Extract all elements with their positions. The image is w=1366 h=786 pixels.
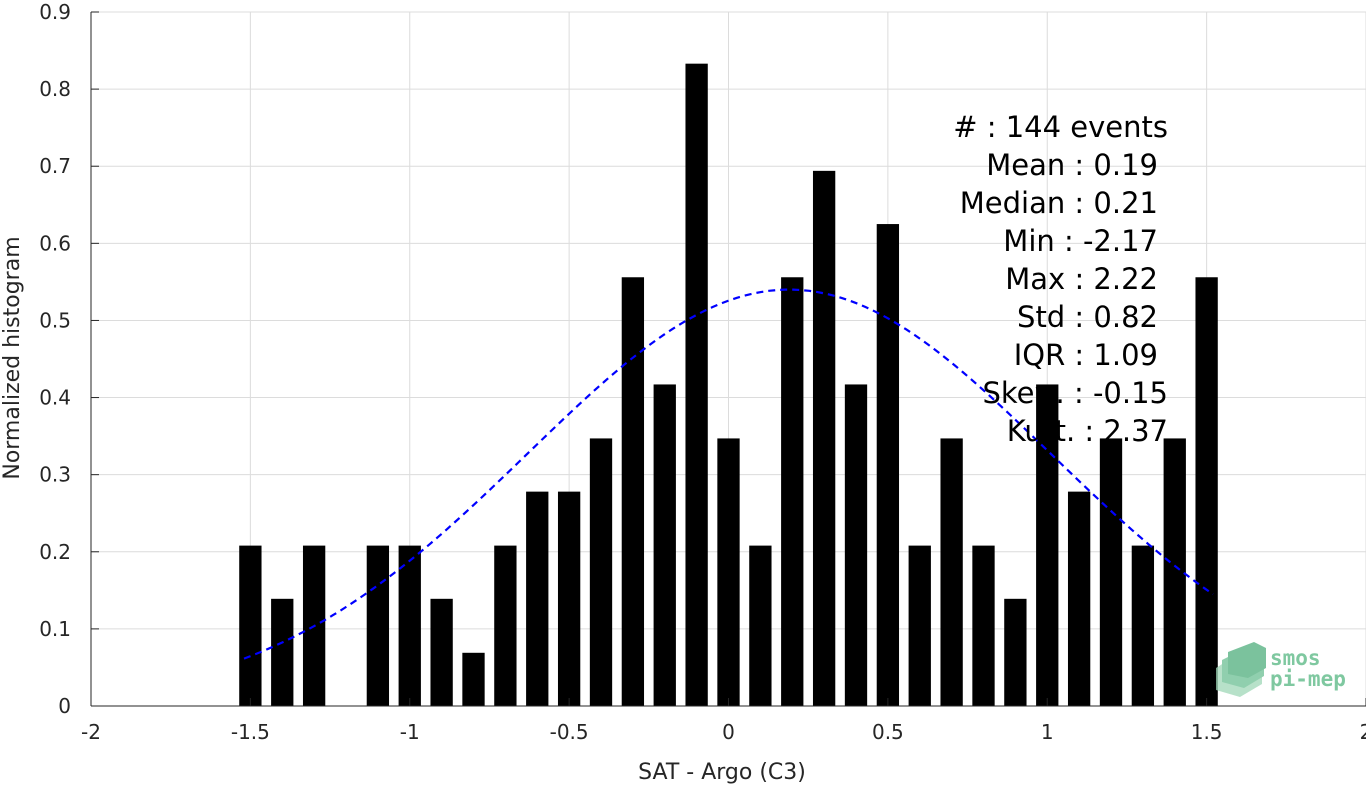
x-tick-label: -0.5 xyxy=(550,720,589,744)
histogram-bar xyxy=(430,598,453,706)
histogram-bar xyxy=(940,438,963,706)
y-tick-label: 0.9 xyxy=(39,0,71,24)
histogram-bar xyxy=(1195,277,1218,706)
normal-fit-curve xyxy=(243,288,1214,660)
histogram-bar xyxy=(239,545,262,706)
stat-events: # : 144 events xyxy=(953,110,1168,144)
stat-min: Min : -2.17 xyxy=(1003,224,1158,258)
y-axis-label: Normalized histogram xyxy=(0,236,25,479)
histogram-bar xyxy=(972,545,995,706)
y-tick-label: 0.8 xyxy=(39,77,71,101)
histogram-bar xyxy=(876,224,900,707)
x-tick-label: 1 xyxy=(1041,720,1054,744)
stat-std: Std : 0.82 xyxy=(1017,300,1158,334)
y-tick-label: 0.5 xyxy=(39,308,71,332)
histogram-bar xyxy=(557,491,581,706)
histogram-bar xyxy=(398,545,421,706)
y-tick-label: 0.7 xyxy=(39,154,71,178)
x-tick-label: -1 xyxy=(400,720,420,744)
x-tick-label: 1.5 xyxy=(1191,720,1223,744)
stat-mean: Mean : 0.19 xyxy=(986,148,1158,182)
histogram-bar xyxy=(1067,491,1091,706)
histogram-bar xyxy=(1036,384,1059,706)
smos-pimep-logo: smos pi-mep xyxy=(1216,642,1346,697)
histogram-bars xyxy=(239,63,1218,707)
histogram-bar xyxy=(1163,438,1186,706)
histogram-bar xyxy=(781,277,804,706)
y-tick-label: 0.3 xyxy=(39,463,71,487)
histogram-bar xyxy=(717,438,740,706)
histogram-bar xyxy=(1004,598,1027,706)
histogram-bar xyxy=(685,63,708,707)
x-tick-label: -2 xyxy=(81,720,101,744)
histogram-bar xyxy=(812,170,836,707)
histogram-bar xyxy=(908,545,931,706)
logo-text-smos: smos xyxy=(1270,646,1321,670)
y-tick-label: 0.1 xyxy=(39,617,71,641)
histogram-bar xyxy=(749,545,772,706)
y-tick-labels: 0 0.1 0.2 0.3 0.4 0.5 0.6 0.7 0.8 0.9 xyxy=(39,0,71,718)
x-tick-label: 0.5 xyxy=(872,720,904,744)
stat-skew: Skew. : -0.15 xyxy=(982,376,1168,410)
logo-text-pimep: pi-mep xyxy=(1270,667,1346,691)
x-tick-labels: -2 -1.5 -1 -0.5 0 0.5 1 1.5 2 xyxy=(81,720,1366,744)
histogram-bar xyxy=(366,545,390,706)
histogram-bar xyxy=(653,384,676,706)
histogram-bar xyxy=(621,277,645,706)
stat-kurt: Kurt. : 2.37 xyxy=(1007,414,1168,448)
stat-median: Median : 0.21 xyxy=(960,186,1158,220)
histogram-bar xyxy=(844,384,868,706)
y-tick-label: 0 xyxy=(58,694,71,718)
x-tick-label: -1.5 xyxy=(231,720,270,744)
x-tick-label: 0 xyxy=(722,720,735,744)
stats-box: # : 144 events Mean : 0.19 Median : 0.21… xyxy=(953,110,1168,448)
histogram-bar xyxy=(589,438,613,706)
stat-iqr: IQR : 1.09 xyxy=(1014,338,1158,372)
histogram-bar xyxy=(271,598,294,706)
y-tick-label: 0.2 xyxy=(39,540,71,564)
y-tick-label: 0.6 xyxy=(39,231,71,255)
y-tick-label: 0.4 xyxy=(39,386,71,410)
histogram-bar xyxy=(494,545,517,706)
histogram-bar xyxy=(1099,438,1123,706)
histogram-bar xyxy=(526,491,549,706)
x-tick-label: 2 xyxy=(1360,720,1366,744)
axes xyxy=(90,11,1366,707)
x-axis-label: SAT - Argo (C3) xyxy=(638,760,806,785)
logo-waves-icon xyxy=(1216,642,1266,697)
histogram-bar xyxy=(1131,545,1155,706)
stat-max: Max : 2.22 xyxy=(1005,262,1158,296)
histogram-bar xyxy=(462,652,485,706)
